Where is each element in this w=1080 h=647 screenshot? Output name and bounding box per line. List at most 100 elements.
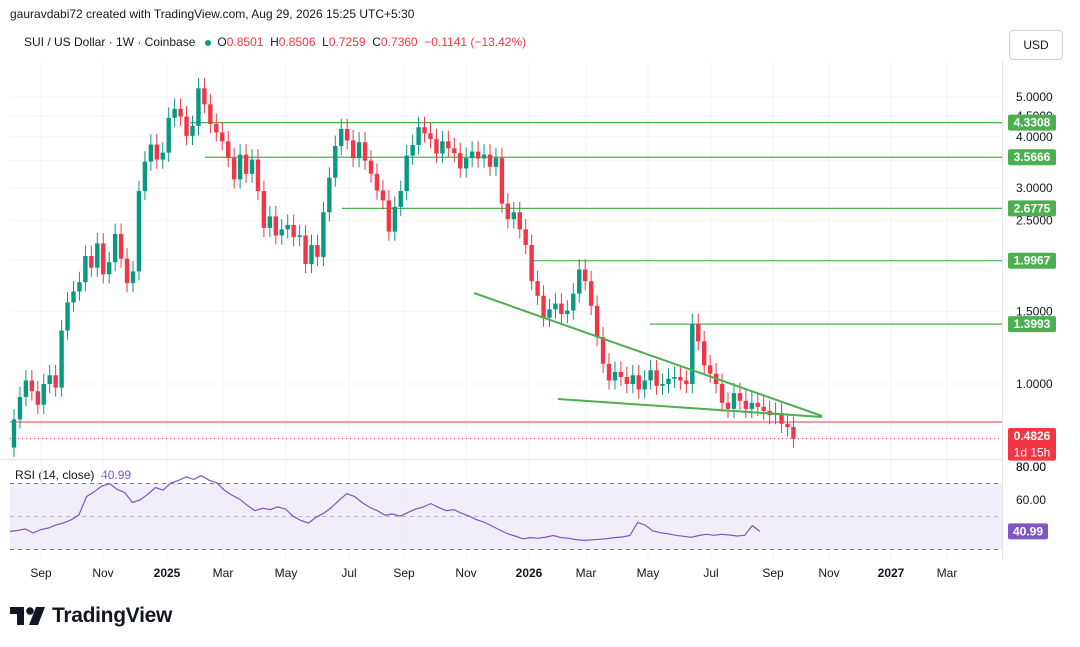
rsi-axis-tick: 80.00: [1016, 460, 1046, 474]
candle-body: [178, 108, 183, 117]
rsi-title[interactable]: RSI (14, close): [15, 468, 95, 482]
price-axis-tick: 1.0000: [1016, 377, 1053, 391]
symbol-name[interactable]: SUI / US Dollar · 1W · Coinbase: [24, 35, 196, 49]
candle-body: [731, 393, 737, 409]
level-price-badge: [1008, 316, 1056, 333]
candle-body: [428, 133, 433, 140]
wedge-upper-trendline: [473, 292, 823, 417]
candle-body: [725, 402, 731, 409]
candle-body: [458, 153, 463, 169]
level-price-label: 3.5666: [1014, 150, 1051, 164]
time-axis-tick: May: [275, 566, 298, 580]
level-price-label: 1.9967: [1014, 254, 1051, 268]
candle-body: [220, 132, 225, 142]
candle-body: [267, 216, 273, 228]
candle-body: [41, 384, 46, 405]
price-axis-tick: 2.5000: [1016, 214, 1053, 228]
candle-body: [392, 206, 397, 232]
time-axis-tick: Sep: [393, 566, 415, 580]
candle-body: [630, 375, 635, 384]
level-price-badge: [1008, 200, 1056, 217]
candle-body: [553, 303, 558, 310]
time-axis-tick: Mar: [576, 566, 597, 580]
ohlc-close-label: C: [372, 35, 381, 49]
candle-body: [321, 212, 326, 257]
time-axis-tick: Nov: [455, 566, 476, 580]
candle-body: [779, 412, 784, 424]
candle-body: [583, 269, 588, 282]
ohlc-low-value: 0.7259: [328, 35, 366, 49]
candle-body: [261, 191, 267, 228]
level-price-label: 2.6775: [1014, 201, 1051, 215]
candle-body: [130, 271, 136, 284]
candle-body: [101, 243, 106, 275]
candle-body: [761, 406, 766, 411]
candle-body: [142, 161, 148, 192]
candle-body: [785, 423, 790, 428]
candle-body: [136, 191, 142, 272]
candle-body: [273, 216, 278, 236]
candle-body: [517, 212, 522, 230]
candle-body: [190, 125, 195, 136]
tradingview-brand[interactable]: TradingView: [10, 604, 172, 628]
rsi-value-badge-label: 40.99: [1013, 524, 1043, 538]
time-axis-tick: Sep: [762, 566, 784, 580]
candle-body: [559, 303, 564, 315]
candle-body: [410, 145, 415, 156]
candle-body: [297, 235, 302, 238]
ohlc-high-label: H: [270, 35, 279, 49]
candle-body: [594, 305, 600, 338]
candle-body: [380, 190, 386, 201]
candle-body: [499, 158, 505, 204]
candle-body: [243, 154, 249, 174]
price-axis-tick: 5.0000: [1016, 90, 1053, 104]
candle-body: [89, 255, 94, 268]
candle-body: [65, 302, 70, 331]
candle-body: [356, 142, 362, 159]
candle-body: [422, 127, 427, 134]
wedge-lower-trendline: [557, 398, 823, 418]
candle-body: [612, 371, 618, 381]
candle-body: [226, 141, 231, 159]
candle-body: [481, 154, 487, 159]
candle-body: [386, 200, 392, 232]
candle-body: [469, 151, 475, 159]
candle-body: [148, 144, 154, 162]
candle-body: [107, 262, 112, 275]
time-axis-tick: Mar: [213, 566, 234, 580]
candle-body: [791, 427, 796, 439]
candle-body: [434, 139, 439, 154]
candle-body: [95, 243, 100, 268]
candle-body: [565, 310, 570, 315]
brand-name: TradingView: [52, 604, 173, 627]
candle-body: [214, 123, 219, 133]
candle-body: [529, 245, 534, 282]
ohlc-low-label: L: [322, 35, 329, 49]
rsi-legend: RSI (14, close) 40.99: [15, 468, 131, 482]
candle-body: [17, 396, 23, 420]
candle-body: [618, 371, 624, 378]
candle-body: [684, 380, 689, 384]
currency-button[interactable]: USD: [1009, 30, 1063, 60]
candle-body: [707, 365, 713, 374]
candle-body: [350, 140, 356, 159]
candle-body: [231, 158, 237, 180]
level-price-label: 4.3308: [1014, 116, 1051, 130]
bar-countdown-label: 1d 15h: [1014, 446, 1051, 460]
time-axis-tick: Sep: [30, 566, 52, 580]
rsi-value-badge: [1008, 523, 1048, 540]
symbol-legend: SUI / US Dollar · 1W · Coinbase O0.8501 …: [24, 35, 526, 49]
candle-body: [154, 144, 159, 160]
candle-body: [368, 160, 374, 174]
time-axis-tick: Jul: [703, 566, 718, 580]
candle-body: [23, 380, 29, 397]
candle-body: [654, 370, 659, 386]
candle-body: [303, 235, 308, 264]
candle-body: [600, 337, 606, 364]
rsi-axis-tick: 80.00: [1016, 460, 1046, 474]
candle-body: [743, 400, 749, 409]
candle-body: [29, 380, 35, 392]
candle-body: [404, 155, 409, 192]
candle-body: [446, 141, 451, 149]
